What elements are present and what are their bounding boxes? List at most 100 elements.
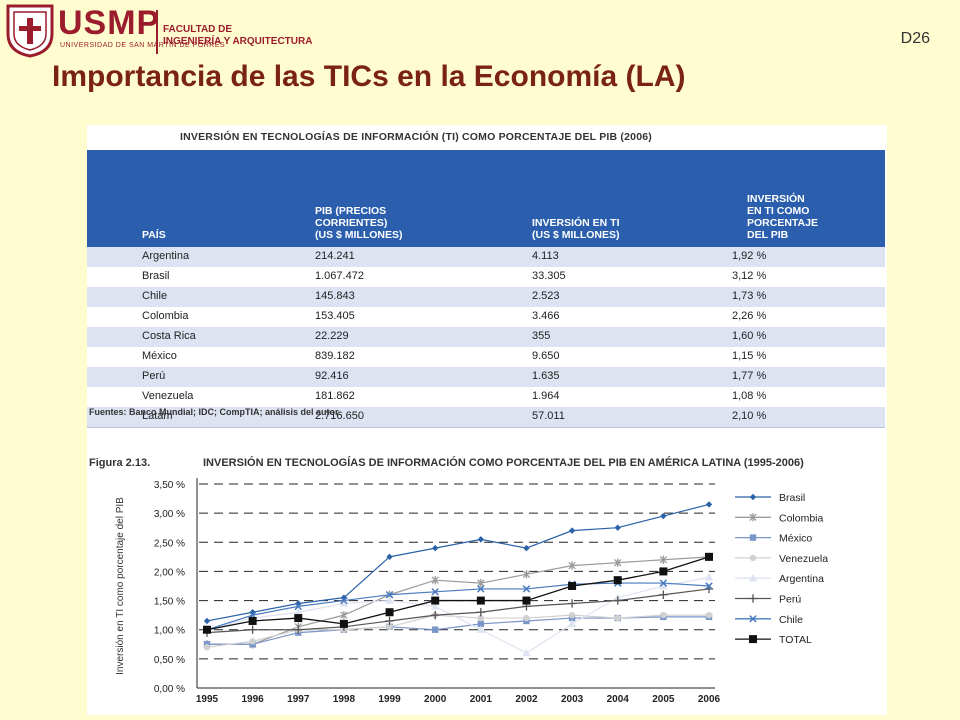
series-line-perú: [206, 588, 710, 634]
data-point: [294, 625, 303, 634]
table-row: Argentina 214.241 4.113 1,92 %: [87, 247, 885, 268]
data-point: [476, 596, 485, 605]
table-header-gdp: PIB (PRECIOS CORRIENTES) (US $ MILLONES): [315, 205, 403, 241]
table-cell-country: Perú: [142, 370, 166, 382]
data-point: [522, 585, 531, 593]
y-tick-label: 3,00 %: [154, 509, 185, 520]
table-header-country: PAÍS: [142, 229, 166, 241]
table-row: México 839.182 9.650 1,15 %: [87, 347, 885, 368]
data-point: [477, 585, 485, 593]
data-point: [203, 617, 211, 625]
y-tick-label: 0,50 %: [154, 655, 185, 666]
x-tick-label: 2005: [652, 694, 675, 705]
legend-marker: [749, 513, 757, 522]
line-chart: Inversión en TI como porcentaje del PIB 0…: [115, 478, 828, 705]
table-cell-country: Colombia: [142, 310, 189, 322]
table-cell-it-investment: 355: [532, 330, 551, 342]
table-cell-it-percent: 1,77 %: [732, 370, 767, 382]
legend-marker: [749, 554, 757, 562]
legend-label: Brasil: [779, 492, 805, 504]
data-point: [659, 579, 668, 587]
figure-title: INVERSIÓN EN TECNOLOGÍAS DE INFORMACIÓN …: [203, 457, 804, 469]
y-tick-label: 3,50 %: [154, 480, 185, 491]
data-point: [568, 527, 576, 534]
legend-marker: [749, 493, 757, 501]
table-cell-gdp: 1.067.472: [315, 270, 364, 282]
data-point: [568, 582, 577, 590]
university-seal-icon: [6, 4, 54, 58]
y-tick-label: 2,50 %: [154, 538, 185, 549]
university-logo: USMP UNIVERSIDAD DE SAN MARTÍN DE PORRES…: [6, 4, 336, 58]
table-header: PAÍS PIB (PRECIOS CORRIENTES) (US $ MILL…: [87, 150, 885, 247]
data-point: [431, 596, 440, 605]
legend-label: Argentina: [779, 573, 824, 585]
data-point: [430, 602, 440, 610]
x-tick-label: 2004: [607, 694, 630, 705]
legend-label: Venezuela: [779, 553, 828, 565]
series-line-venezuela: [206, 614, 709, 648]
figure-label: Figura 2.13.: [89, 457, 151, 469]
slide-code: D26: [900, 30, 930, 47]
data-point: [522, 570, 531, 579]
table-cell-it-percent: 2,10 %: [732, 410, 767, 422]
series-line-méxico: [207, 616, 709, 645]
x-tick-label: 2000: [424, 694, 447, 705]
table-row: Perú 92.416 1.635 1,77 %: [87, 367, 885, 388]
data-point: [659, 581, 668, 590]
series-line-argentina: [206, 576, 710, 654]
table-cell-country: Venezuela: [142, 390, 194, 402]
legend-marker: [748, 574, 758, 582]
data-point: [294, 602, 303, 611]
table-cell-gdp: 153.405: [315, 310, 355, 322]
data-point: [386, 623, 393, 630]
data-point: [659, 555, 668, 564]
slide-title: Importancia de las TICs en la Economía (…: [52, 60, 686, 93]
x-tick-label: 1997: [287, 694, 310, 705]
x-tick-label: 1998: [333, 694, 356, 705]
legend-label: Colombia: [779, 512, 824, 524]
legend-label: TOTAL: [779, 634, 812, 646]
series-line-chile: [206, 582, 710, 631]
data-point: [660, 611, 667, 619]
data-point: [385, 608, 394, 617]
data-point: [339, 619, 348, 628]
data-point: [294, 614, 303, 623]
data-point: [385, 616, 394, 626]
data-point: [340, 610, 348, 620]
data-point: [431, 575, 439, 585]
table-cell-country: México: [142, 350, 177, 362]
data-point: [477, 614, 485, 622]
table-cell-it-percent: 1,60 %: [732, 330, 767, 342]
data-point: [614, 614, 621, 622]
data-point: [613, 576, 622, 585]
table-header-it-investment: INVERSIÓN EN TI (US $ MILLONES): [532, 217, 620, 241]
table-cell-it-investment: 57.011: [532, 410, 565, 422]
data-point: [522, 596, 531, 605]
data-point: [705, 582, 713, 590]
table-cell-gdp: 22.229: [315, 330, 349, 342]
data-point: [523, 544, 530, 552]
series-line-brasil: [206, 503, 710, 622]
legend-label: Chile: [779, 614, 803, 626]
legend-label: Perú: [779, 594, 801, 606]
y-tick-label: 2,00 %: [154, 567, 185, 578]
data-point: [385, 591, 394, 599]
table-row: Colombia 153.405 3.466 2,26 %: [87, 307, 885, 328]
data-point: [294, 608, 303, 616]
data-point: [431, 544, 439, 552]
data-point: [476, 608, 486, 617]
data-point: [339, 599, 349, 607]
data-point: [659, 567, 668, 576]
data-point: [430, 610, 440, 620]
y-tick-label: 0,00 %: [154, 684, 185, 695]
x-tick-label: 2003: [561, 694, 584, 705]
table-cell-it-investment: 2.523: [532, 290, 560, 302]
table-header-it-percent: INVERSIÓN EN TI COMO PORCENTAJE DEL PIB: [747, 193, 818, 241]
logo-subtext: UNIVERSIDAD DE SAN MARTÍN DE PORRES: [60, 42, 226, 49]
y-tick-label: 1,00 %: [154, 626, 185, 637]
table-cell-it-percent: 1,08 %: [732, 390, 767, 402]
data-point: [614, 524, 621, 531]
data-point: [248, 616, 257, 625]
data-point: [614, 558, 622, 567]
table-cell-it-percent: 1,15 %: [732, 350, 767, 362]
